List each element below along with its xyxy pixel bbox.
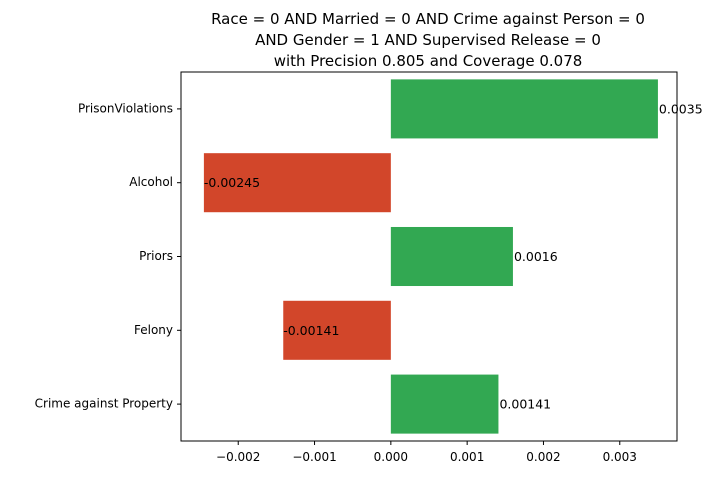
bar-value-label-3: -0.00141 [283,323,339,338]
x-tick-label-3: 0.001 [450,450,484,464]
bar-value-label-1: -0.00245 [204,175,260,190]
bars-group [203,79,658,434]
x-tick-label-2: 0.000 [374,450,408,464]
bar-value-label-4: 0.00141 [499,397,551,412]
x-tick-label-4: 0.002 [526,450,560,464]
x-axis-ticks: −0.002 −0.001 0.000 0.001 0.002 0.003 [216,441,637,464]
chart-title-line-2: AND Gender = 1 AND Supervised Release = … [255,31,601,49]
y-tick-label-2: Priors [139,249,173,263]
y-tick-label-1: Alcohol [129,175,173,189]
y-tick-label-4: Crime against Property [35,397,173,411]
bar-4 [390,374,499,434]
y-axis-ticks: PrisonViolations Alcohol Priors Felony Crime… [35,101,181,411]
chart-title-line-3: with Precision 0.805 and Coverage 0.078 [274,52,583,70]
x-tick-label-1: −0.001 [292,450,336,464]
bar-2 [390,226,513,287]
x-tick-label-5: 0.003 [603,450,637,464]
chart-title-line-1: Race = 0 AND Married = 0 AND Crime again… [211,10,645,28]
chart-title: Race = 0 AND Married = 0 AND Crime again… [211,10,645,70]
x-tick-label-0: −0.002 [216,450,260,464]
y-tick-label-3: Felony [134,323,173,337]
y-tick-label-0: PrisonViolations [78,101,173,115]
plot-frame [180,71,678,442]
bar-1 [203,153,391,213]
bar-value-label-2: 0.0016 [514,249,558,264]
bar-3 [283,300,391,360]
bar-value-label-0: 0.0035 [659,101,703,116]
value-labels-group: 0.0035 -0.00245 0.0016 -0.00141 0.00141 [204,101,703,411]
bar-0 [390,79,658,139]
